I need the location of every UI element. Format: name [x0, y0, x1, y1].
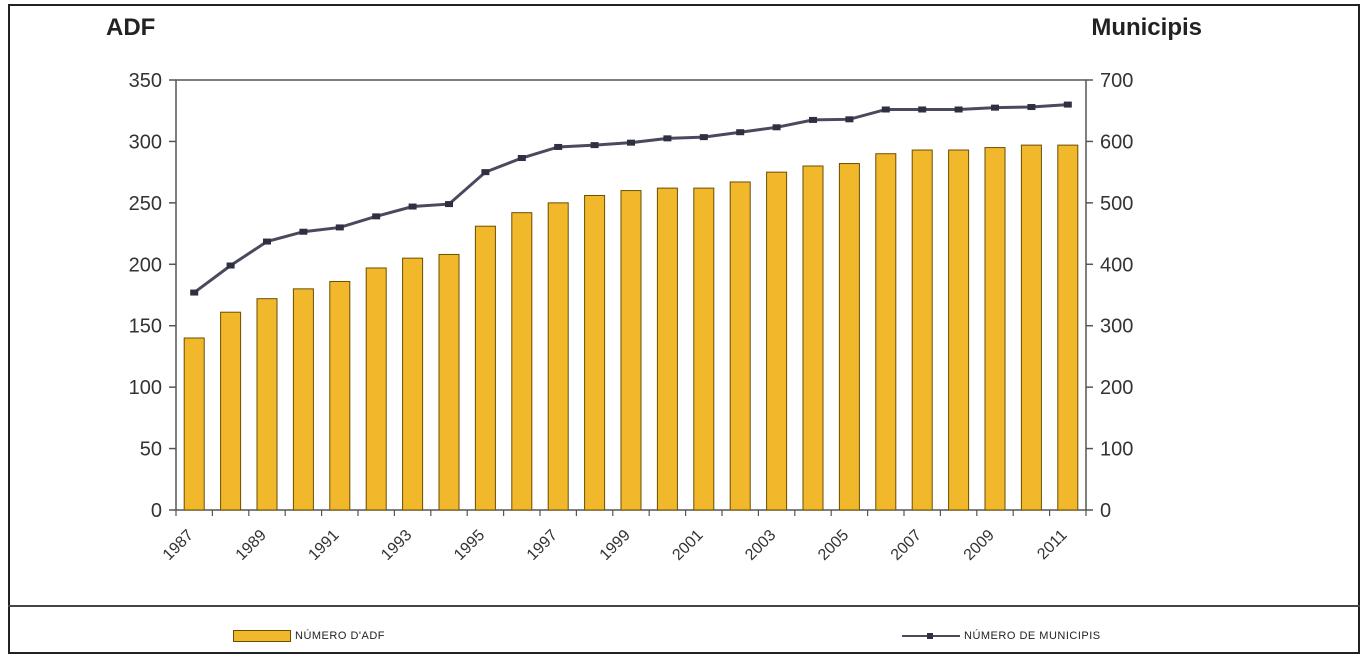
bar: [183, 337, 205, 511]
bar: [838, 163, 860, 511]
x-tick-label: 2009: [961, 527, 998, 564]
x-tick-label: 1987: [160, 527, 197, 564]
bar: [547, 202, 569, 511]
line-point: [408, 203, 417, 210]
line-point: [1063, 101, 1072, 108]
bar: [438, 253, 460, 511]
y2-tick-label: 600: [1100, 131, 1133, 153]
y2-tick-label: 300: [1100, 316, 1133, 338]
bar: [1057, 144, 1079, 511]
line-point: [590, 142, 599, 149]
y-tick-label: 200: [129, 254, 162, 276]
x-tick-label: 1993: [378, 527, 415, 564]
line-point: [372, 213, 381, 220]
bar: [948, 149, 970, 511]
x-tick-label: 1999: [597, 527, 634, 564]
y2-tick-label: 100: [1100, 439, 1133, 461]
line-point: [881, 106, 890, 113]
bar: [511, 212, 533, 511]
y-tick-label: 300: [129, 131, 162, 153]
line-point: [335, 224, 344, 231]
bar: [292, 288, 314, 511]
legend-line-swatch: [902, 630, 960, 642]
x-tick-label: 1997: [524, 527, 561, 564]
line-point: [663, 135, 672, 142]
legend-divider: [8, 605, 1360, 607]
line-point: [554, 143, 563, 150]
line-point: [1027, 104, 1036, 111]
bar: [729, 181, 751, 511]
legend-item-adf: NÚMERO D'ADF: [233, 630, 385, 642]
bar: [329, 280, 351, 511]
legend-item-municipis: NÚMERO DE MUNICIPIS: [902, 630, 1101, 642]
bar: [365, 267, 387, 511]
bar: [802, 165, 824, 511]
y2-tick-label: 0: [1100, 500, 1111, 522]
line-point: [190, 289, 199, 296]
legend-label-municipis: NÚMERO DE MUNICIPIS: [964, 630, 1101, 642]
bar: [256, 298, 278, 511]
y-tick-label: 350: [129, 70, 162, 92]
bar: [693, 187, 715, 511]
y-axis-right-title: Municipis: [1091, 14, 1202, 41]
bar: [584, 194, 606, 511]
x-tick-label: 2003: [742, 527, 779, 564]
x-tick-label: 1991: [305, 527, 342, 564]
bar: [984, 147, 1006, 511]
y-axis-left-title: ADF: [106, 14, 156, 41]
line-point: [809, 116, 817, 123]
legend-label-adf: NÚMERO D'ADF: [295, 630, 385, 642]
bar: [911, 149, 933, 511]
y-tick-label: 100: [129, 377, 162, 399]
bar: [766, 171, 788, 511]
line-point: [263, 238, 271, 245]
x-tick-label: 2011: [1034, 527, 1070, 563]
line-point: [736, 129, 745, 136]
legend-bar-swatch: [233, 630, 291, 642]
line-point: [226, 262, 235, 269]
line-point: [772, 124, 781, 131]
bar: [474, 225, 496, 511]
line-point: [445, 201, 453, 208]
bar: [875, 153, 897, 511]
y2-tick-label: 500: [1100, 193, 1133, 215]
y2-tick-label: 700: [1100, 70, 1133, 92]
y-tick-label: 150: [129, 316, 162, 338]
bar: [220, 311, 242, 511]
line-point: [954, 106, 963, 113]
bar: [402, 257, 424, 511]
bar: [1020, 144, 1042, 511]
bar: [656, 187, 678, 511]
x-tick-label: 2001: [669, 527, 706, 564]
x-tick-label: 1995: [451, 527, 488, 564]
line-point: [517, 155, 526, 162]
line-point: [991, 104, 999, 111]
x-tick-label: 1989: [233, 527, 270, 564]
y2-tick-label: 200: [1100, 377, 1133, 399]
line-point: [845, 116, 854, 123]
line-point: [699, 134, 708, 141]
line-point: [627, 139, 635, 146]
y-tick-label: 0: [151, 500, 162, 522]
line-point: [299, 228, 308, 235]
line-point: [481, 169, 490, 176]
y2-tick-label: 400: [1100, 254, 1133, 276]
y-tick-label: 250: [129, 193, 162, 215]
x-tick-label: 2007: [888, 527, 925, 564]
bar: [620, 190, 642, 511]
x-tick-label: 2005: [815, 527, 852, 564]
line-point: [918, 106, 927, 113]
y-tick-label: 50: [140, 439, 162, 461]
